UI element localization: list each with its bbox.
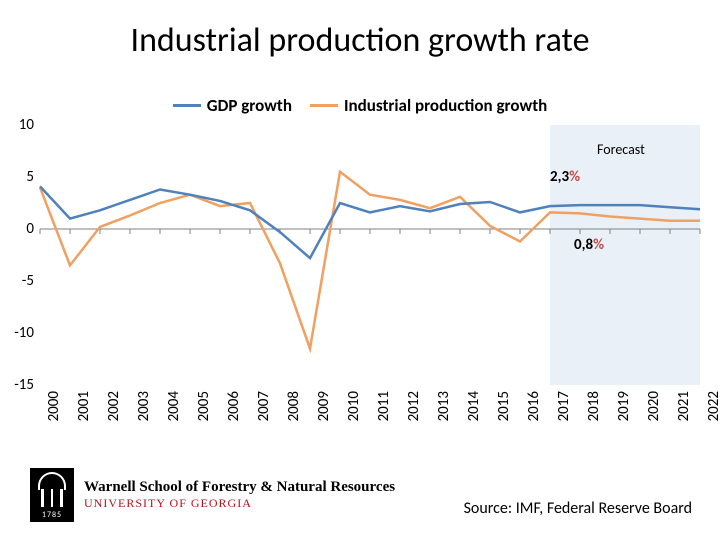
legend-item-ip: Industrial production growth [310, 95, 547, 116]
y-tick-label: 0 [26, 220, 40, 238]
x-tick-label: 2012 [405, 391, 423, 421]
y-tick-label: 10 [19, 116, 40, 134]
x-tick-label: 2018 [585, 391, 603, 421]
x-tick-label: 2004 [165, 391, 183, 421]
x-tick-label: 2005 [195, 391, 213, 421]
x-tick-label: 2009 [315, 391, 333, 421]
chart-area: 2000200120022003200420052006200720082009… [40, 125, 700, 385]
y-tick-label: -10 [14, 324, 40, 342]
x-tick-label: 2011 [375, 391, 393, 421]
logo-line1: Warnell School of Forestry & Natural Res… [84, 479, 395, 496]
source-text: Source: IMF, Federal Reserve Board [464, 499, 692, 518]
legend-label-gdp: GDP growth [207, 95, 292, 116]
logo-text: Warnell School of Forestry & Natural Res… [84, 479, 395, 511]
x-tick-label: 2003 [135, 391, 153, 421]
value-annotation: 2,3% [550, 168, 580, 186]
chart-title: Industrial production growth rate [0, 20, 720, 61]
forecast-label: Forecast [597, 141, 645, 158]
x-tick-label: 2019 [615, 391, 633, 421]
y-tick-label: -15 [14, 376, 40, 394]
x-tick-label: 2000 [45, 391, 63, 421]
uga-seal-icon: 1785 [30, 468, 74, 522]
x-tick-label: 2010 [345, 391, 363, 421]
x-tick-label: 2002 [105, 391, 123, 421]
logo-block: 1785 Warnell School of Forestry & Natura… [30, 468, 395, 522]
x-tick-label: 2013 [435, 391, 453, 421]
legend: GDP growth Industrial production growth [0, 95, 720, 116]
x-tick-label: 2014 [465, 391, 483, 421]
value-annotation: 0,8% [574, 236, 604, 254]
legend-swatch-gdp [173, 104, 201, 107]
x-tick-label: 2007 [255, 391, 273, 421]
logo-line2: UNIVERSITY OF GEORGIA [84, 496, 395, 511]
x-tick-label: 2016 [525, 391, 543, 421]
x-tick-label: 2021 [675, 391, 693, 421]
x-tick-label: 2006 [225, 391, 243, 421]
y-tick-label: -5 [22, 272, 40, 290]
legend-label-ip: Industrial production growth [344, 95, 547, 116]
y-tick-label: 5 [26, 168, 40, 186]
legend-swatch-ip [310, 104, 338, 107]
x-tick-label: 2015 [495, 391, 513, 421]
x-axis-labels: 2000 2001 2002 2003 2004 2005 2006 2007 2008 2009… [40, 385, 700, 445]
x-tick-label: 2020 [645, 391, 663, 421]
x-tick-label: 2008 [285, 391, 303, 421]
chart-svg [40, 125, 700, 385]
x-tick-label: 2001 [75, 391, 93, 421]
x-tick-label: 2017 [555, 391, 573, 421]
seal-year: 1785 [30, 510, 74, 520]
legend-item-gdp: GDP growth [173, 95, 292, 116]
x-tick-label: 2022 [705, 391, 720, 421]
